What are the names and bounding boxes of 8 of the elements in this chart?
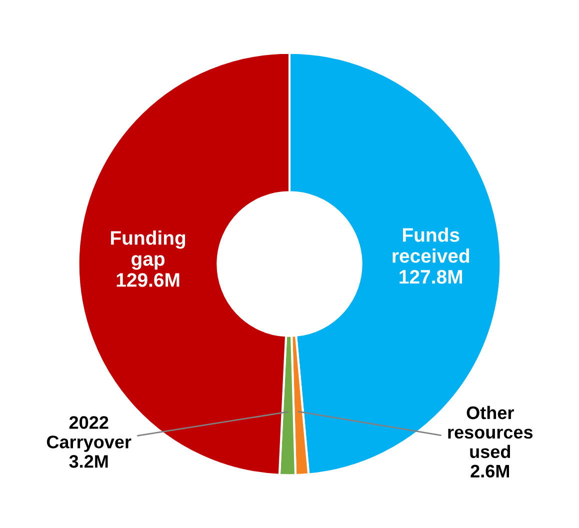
data-label: 3.2M (69, 455, 108, 468)
slice-label: Funds received (392, 228, 470, 263)
slice-label: Other resources used (448, 406, 533, 458)
data-label: 127.8M (400, 270, 462, 284)
data-label: 2.6M (470, 464, 510, 478)
slice-label: Funding gap (111, 230, 186, 270)
slice-label: 2022 Carryover (46, 416, 132, 452)
data-label: 129.6M (116, 273, 180, 287)
